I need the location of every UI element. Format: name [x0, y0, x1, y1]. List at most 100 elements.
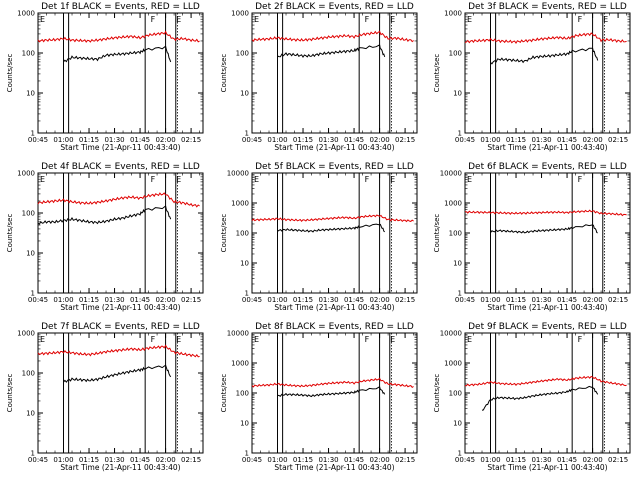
series-line-events [481, 385, 599, 411]
chart-title: Det 9f BLACK = Events, RED = LLD [468, 322, 627, 332]
x-tick-label: 01:30 [318, 456, 338, 464]
x-tick-label: 00:45 [28, 456, 48, 464]
y-tick-label: 1 [245, 290, 249, 298]
flag-label: E [40, 15, 45, 24]
chart-title: Det 8f BLACK = Events, RED = LLD [255, 322, 414, 332]
x-tick-label: 02:15 [395, 456, 415, 464]
x-tick-label: 01:45 [557, 136, 577, 144]
y-axis-label: Counts/sec [220, 54, 228, 93]
x-tick-label: 01:30 [104, 296, 124, 304]
chart-title: Det 5f BLACK = Events, RED = LLD [255, 162, 414, 172]
x-tick-label: 02:15 [608, 296, 628, 304]
chart-panel-2: Det 2f BLACK = Events, RED = LLD 1 10 100 10… [220, 2, 418, 152]
y-tick-label: 1000 [17, 10, 35, 18]
x-tick-label: 01:00 [267, 456, 287, 464]
x-tick-label: 02:15 [608, 456, 628, 464]
flag-label: F [365, 15, 370, 24]
y-tick-label: 1000 [231, 360, 249, 368]
x-tick-label: 01:45 [130, 136, 150, 144]
y-axis-label: Counts/sec [220, 374, 228, 413]
plot-frame [464, 12, 631, 134]
y-tick-label: 100 [236, 390, 249, 398]
x-tick-label: 01:45 [130, 456, 150, 464]
chart-panel-3: Det 3f BLACK = Events, RED = LLD 1 10 100 10… [433, 2, 631, 152]
x-axis-label: Start Time (21-Apr-11 00:43:40) [274, 463, 394, 472]
y-tick-label: 10 [26, 250, 35, 258]
x-tick-label: 01:45 [557, 456, 577, 464]
y-tick-label: 10 [26, 410, 35, 418]
x-tick-label: 00:45 [28, 136, 48, 144]
flag-label: F [151, 175, 156, 184]
y-tick-label: 1 [458, 450, 462, 458]
flag-label: E [390, 175, 395, 184]
x-tick-label: 02:00 [582, 136, 602, 144]
x-axis-label: Start Time (21-Apr-11 00:43:40) [487, 143, 607, 152]
x-tick-label: 01:15 [293, 296, 313, 304]
x-tick-label: 01:00 [480, 136, 500, 144]
y-axis-label: Counts/sec [433, 54, 441, 93]
flag-label: E [603, 335, 608, 344]
y-tick-label: 100 [449, 50, 462, 58]
flag-label: E [40, 335, 45, 344]
flag-label: F [578, 15, 583, 24]
x-tick-label: 01:30 [104, 136, 124, 144]
series-line-events [63, 364, 172, 383]
flag-label: E [254, 175, 259, 184]
y-tick-label: 10 [240, 420, 249, 428]
x-tick-label: 01:15 [79, 136, 99, 144]
x-tick-label: 02:00 [369, 136, 389, 144]
chart-panel-6: Det 6f BLACK = Events, RED = LLD 1 10 100 10… [433, 162, 631, 312]
plot-frame [37, 172, 204, 294]
y-axis-label: Counts/sec [6, 374, 14, 413]
series-line-lld [37, 344, 200, 358]
x-tick-label: 02:00 [369, 296, 389, 304]
flag-label: E [176, 15, 181, 24]
flag-label: E [176, 175, 181, 184]
x-axis-label: Start Time (21-Apr-11 00:43:40) [487, 303, 607, 312]
x-tick-label: 00:45 [28, 296, 48, 304]
y-tick-label: 10 [453, 260, 462, 268]
x-tick-label: 01:00 [267, 296, 287, 304]
x-tick-label: 01:45 [344, 136, 364, 144]
chart-panel-5: Det 5f BLACK = Events, RED = LLD 1 10 100 10… [220, 162, 418, 312]
y-tick-label: 100 [449, 230, 462, 238]
chart-panel-8: Det 8f BLACK = Events, RED = LLD 1 10 100 10… [220, 322, 418, 472]
x-tick-label: 01:15 [506, 296, 526, 304]
y-tick-label: 1000 [444, 10, 462, 18]
chart-panel-4: Det 4f BLACK = Events, RED = LLD 1 10 100 10… [6, 162, 204, 312]
flag-label: E [467, 15, 472, 24]
x-tick-label: 00:45 [455, 296, 475, 304]
series-line-events [490, 224, 598, 234]
flag-label: F [365, 175, 370, 184]
x-tick-label: 02:15 [395, 136, 415, 144]
y-tick-label: 100 [22, 210, 35, 218]
x-tick-label: 02:00 [369, 456, 389, 464]
x-tick-label: 02:00 [582, 296, 602, 304]
y-tick-label: 1 [31, 290, 35, 298]
x-tick-label: 01:30 [318, 296, 338, 304]
x-tick-label: 01:30 [531, 296, 551, 304]
chart-title: Det 3f BLACK = Events, RED = LLD [468, 2, 627, 12]
x-tick-label: 01:00 [267, 136, 287, 144]
x-axis-label: Start Time (21-Apr-11 00:43:40) [60, 303, 180, 312]
y-tick-label: 10000 [440, 170, 462, 178]
y-tick-label: 1 [245, 450, 249, 458]
x-tick-label: 02:00 [155, 136, 175, 144]
series-line-events [277, 44, 386, 59]
y-tick-label: 1000 [444, 200, 462, 208]
series-line-events [490, 47, 599, 65]
flag-label: F [365, 335, 370, 344]
x-axis-label: Start Time (21-Apr-11 00:43:40) [60, 143, 180, 152]
flag-label: F [151, 335, 156, 344]
y-tick-label: 1 [31, 450, 35, 458]
y-tick-label: 10 [453, 420, 462, 428]
x-tick-label: 01:15 [506, 136, 526, 144]
chart-title: Det 1f BLACK = Events, RED = LLD [41, 2, 200, 12]
y-tick-label: 10 [240, 90, 249, 98]
x-tick-label: 01:15 [293, 456, 313, 464]
x-tick-label: 01:00 [480, 296, 500, 304]
flag-label: E [40, 175, 45, 184]
y-tick-label: 10000 [227, 170, 249, 178]
